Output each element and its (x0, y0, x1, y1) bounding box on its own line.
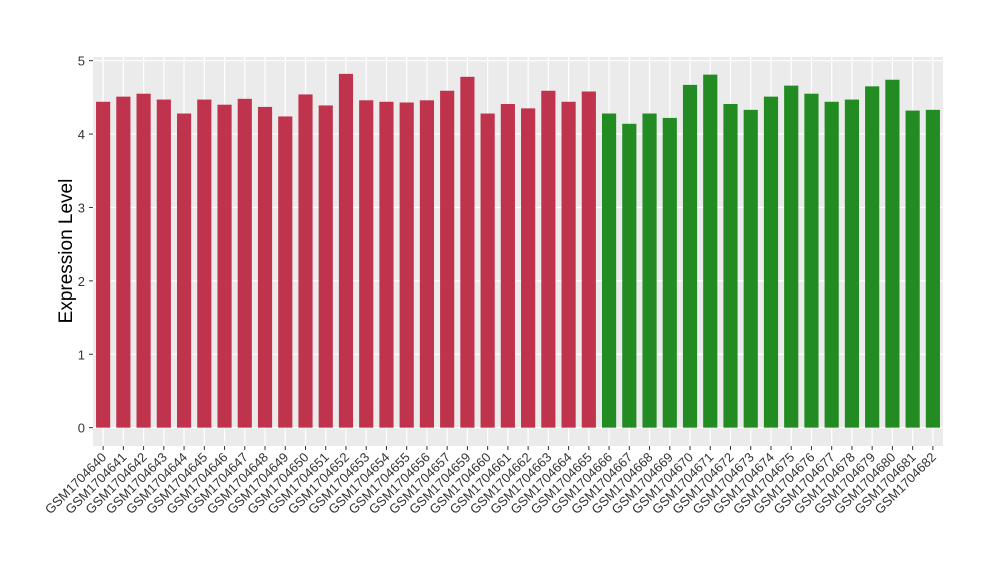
y-tick-label: 0 (78, 421, 85, 436)
bar (541, 90, 556, 428)
bar (278, 116, 293, 428)
bar (925, 109, 940, 428)
bar (561, 101, 576, 428)
bar (824, 101, 839, 428)
bar (318, 105, 333, 428)
bar (480, 113, 495, 428)
y-tick-label: 5 (78, 54, 85, 69)
bar (237, 98, 252, 428)
bar (399, 102, 414, 428)
bar (156, 99, 171, 428)
bar (136, 93, 151, 428)
bar (885, 79, 900, 428)
bar (116, 96, 131, 428)
bar (257, 106, 273, 428)
bar (197, 99, 212, 428)
bar (298, 94, 313, 428)
bar (844, 99, 860, 428)
bar (662, 117, 677, 428)
bar (804, 93, 819, 428)
y-tick-label: 2 (78, 274, 85, 289)
bar (622, 123, 637, 428)
panel (93, 57, 943, 446)
bar (176, 113, 192, 428)
bar (743, 109, 758, 428)
bar (338, 73, 354, 428)
bar (500, 103, 515, 428)
bar (460, 76, 475, 428)
bar (601, 113, 617, 428)
bar (521, 108, 536, 428)
bar (581, 91, 596, 428)
y-tick-label: 4 (78, 127, 85, 142)
bar (217, 104, 232, 428)
bar (905, 110, 920, 428)
bar (763, 96, 779, 428)
bar (723, 103, 738, 428)
y-tick-label: 1 (78, 347, 85, 362)
bar (379, 101, 394, 428)
bar (682, 84, 698, 428)
y-axis-title: Expression Level (56, 179, 77, 324)
bar (419, 100, 435, 428)
bar (784, 85, 799, 428)
y-tick-label: 3 (78, 200, 85, 215)
bar (642, 113, 657, 428)
bar (865, 86, 880, 428)
bar (96, 101, 111, 428)
bar (440, 90, 455, 428)
bar (703, 74, 718, 428)
bar (359, 100, 374, 428)
